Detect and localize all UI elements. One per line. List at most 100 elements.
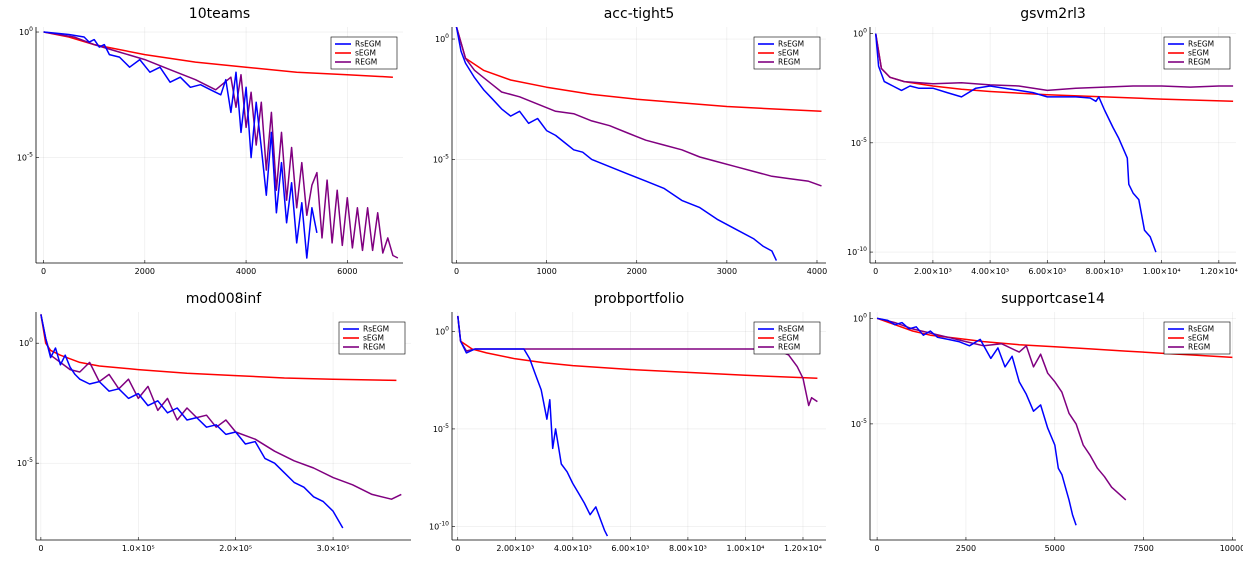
subplot-gsvm2rl3: 0 2.00×10³ 4.00×10³ 6.00×10³ 8.00×10³ 1.00×10…	[847, 6, 1238, 276]
y-tick-label: 100	[435, 33, 449, 44]
x-tick-label: 2.00×10³	[496, 544, 534, 553]
series-line-sEGM	[43, 31, 393, 78]
legend-label: REGM	[355, 58, 377, 67]
x-tick-label: 2000	[627, 267, 647, 276]
legend-label: RsEGM	[1188, 325, 1214, 334]
legend-label: sEGM	[363, 334, 384, 343]
x-tick-label: 1.00×10⁴	[726, 544, 764, 553]
series-line-sEGM	[40, 314, 397, 382]
x-tick-label: 0	[873, 267, 878, 276]
x-tick-label: 1.00×10⁴	[1143, 267, 1181, 276]
legend-label: REGM	[778, 58, 800, 67]
x-tick-label: 0	[38, 544, 43, 553]
series-lines	[457, 315, 818, 537]
legend-label: REGM	[778, 343, 800, 352]
series-line-REGM	[874, 33, 1234, 92]
x-tick-label: 1000	[536, 267, 556, 276]
legend-label: sEGM	[1188, 334, 1209, 343]
y-tick-label: 10-5	[17, 152, 33, 163]
y-tick-label: 10-5	[433, 423, 449, 434]
y-tick-label: 10-5	[851, 137, 867, 148]
x-tick-label: 6000	[337, 267, 357, 276]
x-tick-label: 2000	[135, 267, 155, 276]
x-tick-label: 1.0×10⁵	[122, 544, 155, 553]
series-line-RsEGM	[876, 317, 1077, 526]
y-tick-label: 100	[853, 28, 867, 39]
legend-label: RsEGM	[1188, 40, 1214, 49]
x-tick-label: 2.00×10³	[914, 267, 952, 276]
subplot-supportcase14: 0 2500 5000 7500 10000 100 10-5 supportcase14 Rs…	[851, 291, 1243, 553]
series-line-RsEGM	[40, 314, 344, 529]
subplot-acc-tight5: 0 1000 2000 3000 4000 100 10-5 acc-tight5 RsEGMs…	[433, 6, 827, 276]
series-lines	[455, 27, 822, 261]
series-line-sEGM	[455, 27, 822, 113]
x-tick-label: 6.00×10³	[611, 544, 649, 553]
legend-label: REGM	[1188, 58, 1210, 67]
legend-label: sEGM	[355, 49, 376, 58]
subplot-probportfolio: 0 2.00×10³ 4.00×10³ 6.00×10³ 8.00×10³ 1.00×10…	[429, 291, 826, 553]
x-tick-label: 2.0×10⁵	[219, 544, 252, 553]
y-tick-label: 10-5	[851, 418, 867, 429]
x-tick-label: 4.00×10³	[971, 267, 1009, 276]
x-tick-label: 8.00×10³	[669, 544, 707, 553]
x-tick-label: 4.00×10³	[554, 544, 592, 553]
subplot-title: 10teams	[189, 6, 250, 22]
subplot-title: supportcase14	[1001, 291, 1105, 307]
legend-label: RsEGM	[355, 40, 381, 49]
x-tick-label: 0	[41, 267, 46, 276]
subplot-title: acc-tight5	[604, 6, 675, 22]
x-tick-label: 3000	[717, 267, 737, 276]
y-tick-label: 100	[853, 312, 867, 323]
legend-label: RsEGM	[778, 40, 804, 49]
subplot-mod008inf: 0 1.0×10⁵ 2.0×10⁵ 3.0×10⁵ 100 10-5 mod008inf Rs…	[17, 291, 411, 553]
subplot-title: mod008inf	[186, 291, 263, 307]
y-tick-label: 100	[19, 337, 33, 348]
x-tick-label: 8.00×10³	[1086, 267, 1124, 276]
x-tick-label: 0	[454, 267, 459, 276]
y-tick-label: 10-5	[433, 153, 449, 164]
y-tick-label: 10-10	[429, 520, 449, 531]
y-tick-label: 10-5	[17, 457, 33, 468]
x-tick-label: 5000	[1045, 544, 1065, 553]
series-line-sEGM	[457, 315, 818, 380]
legend-label: sEGM	[778, 49, 799, 58]
y-tick-label: 100	[435, 325, 449, 336]
y-tick-label: 10-10	[847, 246, 867, 257]
legend-label: REGM	[1188, 343, 1210, 352]
series-line-RsEGM	[455, 27, 778, 261]
legend-label: RsEGM	[363, 325, 389, 334]
x-tick-label: 10000	[1220, 544, 1243, 553]
series-line-RsEGM	[874, 33, 1157, 253]
x-tick-label: 2500	[956, 544, 976, 553]
y-tick-label: 100	[19, 26, 33, 37]
x-tick-label: 4000	[807, 267, 827, 276]
series-lines	[874, 33, 1234, 253]
x-tick-label: 0	[455, 544, 460, 553]
x-tick-label: 3.0×10⁵	[317, 544, 350, 553]
x-tick-label: 4000	[236, 267, 256, 276]
series-lines	[43, 31, 399, 259]
legend-label: REGM	[363, 343, 385, 352]
legend-label: sEGM	[778, 334, 799, 343]
x-tick-label: 6.00×10³	[1028, 267, 1066, 276]
subplot-title: gsvm2rl3	[1020, 6, 1086, 22]
series-line-REGM	[43, 31, 399, 259]
series-line-RsEGM	[43, 31, 318, 259]
legend-label: sEGM	[1188, 49, 1209, 58]
series-lines	[876, 317, 1233, 526]
legend-label: RsEGM	[778, 325, 804, 334]
x-tick-label: 1.20×10⁴	[784, 544, 822, 553]
series-line-REGM	[455, 27, 822, 187]
x-tick-label: 1.20×10⁴	[1200, 267, 1238, 276]
x-tick-label: 0	[875, 544, 880, 553]
series-line-RsEGM	[457, 315, 609, 537]
series-line-REGM	[876, 317, 1127, 501]
